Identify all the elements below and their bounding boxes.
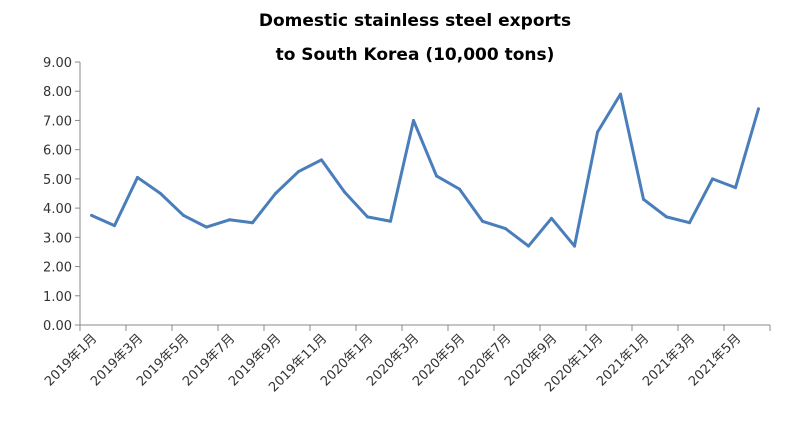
data-point [642,197,645,201]
y-tick-label: 1.00 [43,290,72,305]
data-point [182,213,185,217]
data-point [297,170,300,174]
chart-title-line-1: Domestic stainless steel exports [259,11,571,31]
y-tick-label: 9.00 [43,56,72,71]
data-point [527,244,530,248]
y-tick-label: 8.00 [43,85,72,100]
y-tick-label: 7.00 [43,114,72,129]
y-tick-label: 2.00 [43,261,72,276]
y-tick-label: 3.00 [43,231,72,246]
y-tick-label: 5.00 [43,173,72,188]
data-point [711,177,714,181]
data-point [343,190,346,194]
data-point [435,174,438,178]
data-point [90,213,93,217]
data-point [366,215,369,219]
series-line [90,92,760,248]
data-point [550,216,553,220]
data-point [136,175,139,179]
data-point [320,158,323,162]
data-point [665,215,668,219]
data-point [734,186,737,190]
data-point [412,118,415,122]
data-point [504,227,507,231]
data-point [481,219,484,223]
data-point [458,187,461,191]
y-tick-label: 0.00 [43,319,72,334]
data-point [205,225,208,229]
data-point [159,192,162,195]
data-point [596,130,599,134]
chart-title-line-2: to South Korea (10,000 tons) [276,45,555,65]
data-point [113,224,116,228]
y-tick-label: 6.00 [43,144,72,159]
data-point [389,219,392,223]
data-point [228,218,231,222]
data-point [251,221,254,225]
data-point [757,107,760,111]
y-tick-label: 4.00 [43,202,72,217]
data-point [573,244,576,248]
data-point [688,221,691,225]
data-point [619,92,622,96]
data-point [274,192,277,195]
